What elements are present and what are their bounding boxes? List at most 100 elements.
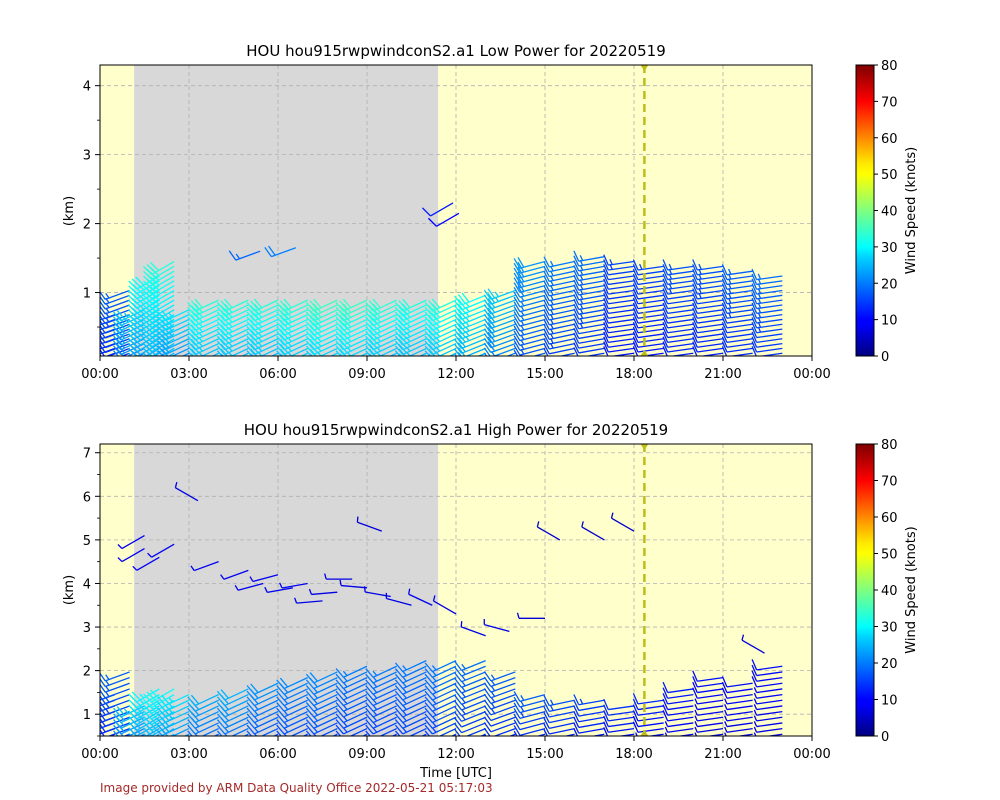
wind-barb [483,288,516,300]
wind-barb [483,682,516,693]
x-tick-label: 18:00 [615,367,652,382]
wind-barb [721,676,753,688]
wind-barb [117,534,145,550]
wind-barb [513,286,546,298]
colorbar-tick-label: 60 [881,132,898,147]
wind-barb [632,710,664,722]
wind-barb [365,338,397,351]
wind-barb [305,671,338,684]
colorbar-scale [855,443,875,737]
wind-barb [100,676,130,688]
wind-barb [454,682,486,694]
wind-barb [483,336,516,349]
wind-barb [603,317,635,329]
wind-barb [662,710,694,722]
wind-barb [335,728,368,736]
wind-barb [394,352,427,356]
y-tick-label: 4 [83,577,91,592]
wind-barb [483,331,516,344]
colorbar-tick-label: 30 [881,621,898,636]
panel-high-power-shading [100,444,812,736]
wind-barb [276,328,308,341]
wind-barb [603,727,635,736]
wind-barb [543,700,575,712]
wind-barb [427,212,460,227]
wind-barb [632,288,664,300]
wind-barb [692,326,724,339]
wind-barb [421,202,454,217]
wind-barb [632,307,664,319]
wind-barb [632,273,664,286]
wind-barb [603,268,635,281]
colorbar-tick-label: 0 [881,350,889,365]
wind-barb [753,732,783,736]
wind-barb [100,289,130,300]
wind-barb [187,303,219,317]
wind-barb [694,726,724,733]
panel-low-power-shading [100,65,812,356]
wind-barb [751,670,783,682]
wind-barb [246,352,279,356]
wind-barb [632,312,664,324]
wind-barb [543,723,575,735]
wind-barb [483,317,516,329]
wind-barb [335,303,368,317]
shading-day-2 [438,444,812,736]
wind-barb [128,275,160,290]
wind-barb [662,302,694,315]
wind-barb [635,732,664,736]
wind-barb [724,726,753,733]
wind-barb [753,721,783,728]
wind-barb [694,709,724,716]
wind-barb [610,512,635,532]
wind-barb [543,712,575,724]
wind-barb [513,271,546,284]
wind-barb [692,312,724,324]
wind-barb [100,722,130,733]
wind-barb [721,346,753,356]
wind-barb [408,588,433,606]
wind-barb [603,312,635,324]
y-tick-label: 7 [83,447,91,462]
wind-barb [692,336,724,348]
wind-barb [632,704,664,716]
wind-barb [483,326,516,339]
wind-barb [751,331,783,344]
wind-barb [662,317,694,329]
panel-high-power-y-axis: 1 2 3 4 5 6 7 [83,447,100,737]
wind-barb [632,264,664,276]
wind-barb [424,660,457,673]
wind-barb [573,705,605,717]
wind-barb [100,333,130,344]
wind-barb [305,352,338,356]
wind-barb [483,688,516,699]
wind-barb [294,597,323,604]
wind-barb [335,665,368,678]
wind-barb [483,722,516,733]
wind-barb [632,693,664,705]
wind-barb [721,264,753,276]
wind-barb [603,307,635,319]
wind-barb [603,326,635,339]
wind-barb [603,698,635,711]
wind-barb [394,323,427,336]
wind-barb [157,694,190,707]
wind-barb [753,698,783,705]
wind-barb [246,342,279,356]
wind-barb [305,322,338,336]
wind-barb [632,321,664,334]
wind-barb [454,722,486,734]
wind-barb [308,588,338,596]
marker-head [640,444,649,450]
wind-barb [513,702,546,714]
wind-barb [632,698,664,711]
wind-barb [276,323,308,336]
wind-barb [100,705,130,716]
marker-foot [640,730,649,736]
wind-barb [603,254,635,266]
wind-barb [603,710,635,722]
wind-barb [187,694,219,707]
wind-barb [603,346,635,356]
x-tick-label: 12:00 [437,747,474,762]
wind-barb [100,682,130,693]
